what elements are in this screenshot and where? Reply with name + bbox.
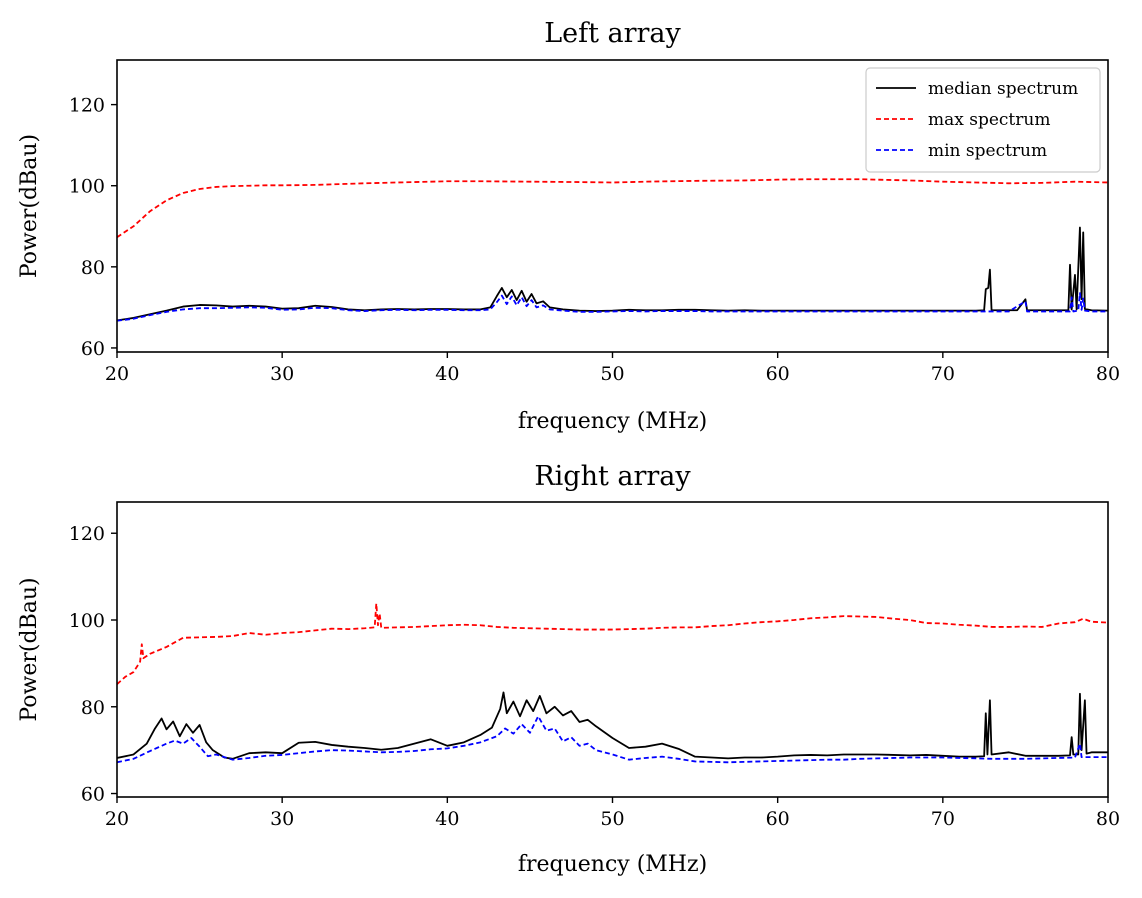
x-tick-label: 30	[270, 363, 294, 385]
series-line-median-spectrum	[117, 691, 1108, 760]
legend-label-median-spectrum: median spectrum	[928, 79, 1078, 99]
series-line-min-spectrum	[117, 292, 1108, 322]
x-tick-label: 70	[931, 808, 955, 830]
x-tick-label: 50	[600, 363, 624, 385]
y-tick-label: 120	[69, 523, 105, 545]
panel-left-array: 20 30 40 50 60 70 80 60 80 100 120 Left array freq…	[17, 18, 1120, 434]
y-axis-label: Power(dBau)	[17, 577, 42, 721]
x-tick-label: 60	[766, 363, 790, 385]
y-axis-label: Power(dBau)	[17, 134, 42, 278]
x-axis-label: frequency (MHz)	[518, 409, 707, 434]
series-line-max-spectrum	[117, 178, 1108, 238]
y-tick-label: 100	[69, 610, 105, 632]
x-tick-label: 50	[600, 808, 624, 830]
x-tick-label: 80	[1096, 363, 1120, 385]
chart-title: Left array	[544, 18, 681, 49]
x-tick-label: 60	[766, 808, 790, 830]
x-tick-label: 20	[105, 363, 129, 385]
x-tick-label: 30	[270, 808, 294, 830]
y-tick-label: 60	[81, 338, 105, 360]
x-axis-label: frequency (MHz)	[518, 852, 707, 877]
y-tick-label: 80	[81, 257, 105, 279]
legend-label-max-spectrum: max spectrum	[928, 110, 1050, 130]
panel-right-array: 20 30 40 50 60 70 80 60 80 100 120 Right array fre…	[17, 461, 1120, 877]
legend-label-min-spectrum: min spectrum	[928, 141, 1047, 161]
legend: median spectrum max spectrum min spectrum	[865, 67, 1101, 173]
y-tick-label: 80	[81, 697, 105, 719]
y-tick-label: 120	[69, 95, 105, 117]
chart-title: Right array	[534, 461, 691, 492]
series-line-median-spectrum	[117, 226, 1108, 322]
y-tick-label: 100	[69, 176, 105, 198]
y-tick-label: 60	[81, 784, 105, 806]
series-line-max-spectrum	[117, 602, 1108, 685]
x-tick-label: 40	[435, 363, 459, 385]
legend-box	[865, 67, 1101, 173]
x-tick-label: 70	[931, 363, 955, 385]
x-tick-label: 20	[105, 808, 129, 830]
x-tick-label: 40	[435, 808, 459, 830]
x-tick-label: 80	[1096, 808, 1120, 830]
series-line-min-spectrum	[117, 715, 1108, 764]
